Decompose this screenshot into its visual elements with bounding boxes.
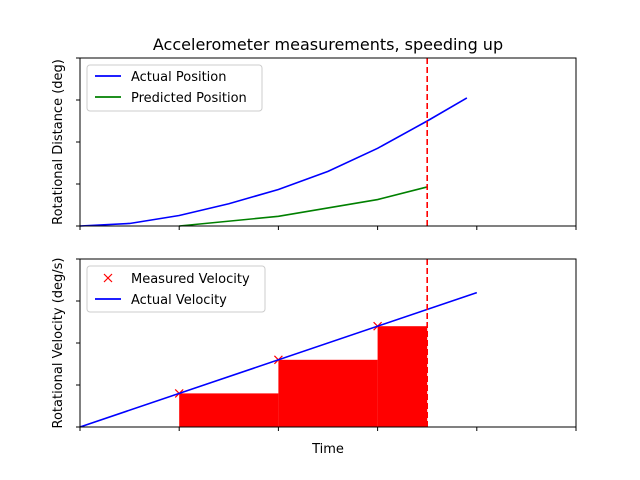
bottom-velocity-bar bbox=[377, 326, 428, 427]
bottom-velocity-bar bbox=[278, 359, 378, 427]
top-y-axis-label: Rotational Distance (deg) bbox=[51, 59, 66, 225]
legend-label-measured-velocity: Measured Velocity bbox=[131, 272, 250, 287]
legend-swatch-measured-velocity bbox=[103, 273, 113, 283]
series-line-predicted-position bbox=[179, 186, 428, 227]
bottom-y-axis-label: Rotational Velocity (deg/s) bbox=[51, 257, 66, 428]
chart-title: Accelerometer measurements, speeding up bbox=[153, 35, 503, 54]
series-line-actual-velocity bbox=[79, 291, 478, 428]
top-plot-content bbox=[79, 58, 468, 227]
bottom-ticks bbox=[76, 258, 577, 431]
bottom-plot-content bbox=[79, 259, 478, 428]
series-line-actual-position bbox=[79, 97, 468, 227]
bottom-panel: Rotational Velocity (deg/s) Time Measure… bbox=[51, 257, 577, 457]
x-axis-label: Time bbox=[311, 442, 344, 457]
top-legend: Actual Position Predicted Position bbox=[86, 64, 263, 112]
bottom-legend: Measured Velocity Actual Velocity bbox=[86, 265, 266, 313]
bottom-legend-box bbox=[86, 265, 266, 313]
legend-label-predicted-position: Predicted Position bbox=[131, 91, 247, 106]
legend-label-actual-position: Actual Position bbox=[131, 70, 226, 85]
legend-label-actual-velocity: Actual Velocity bbox=[131, 293, 227, 308]
top-ticks bbox=[76, 57, 577, 230]
bottom-velocity-bar bbox=[179, 393, 279, 427]
top-panel: Rotational Distance (deg) Actual Positio… bbox=[51, 57, 577, 230]
top-legend-box bbox=[86, 64, 263, 112]
